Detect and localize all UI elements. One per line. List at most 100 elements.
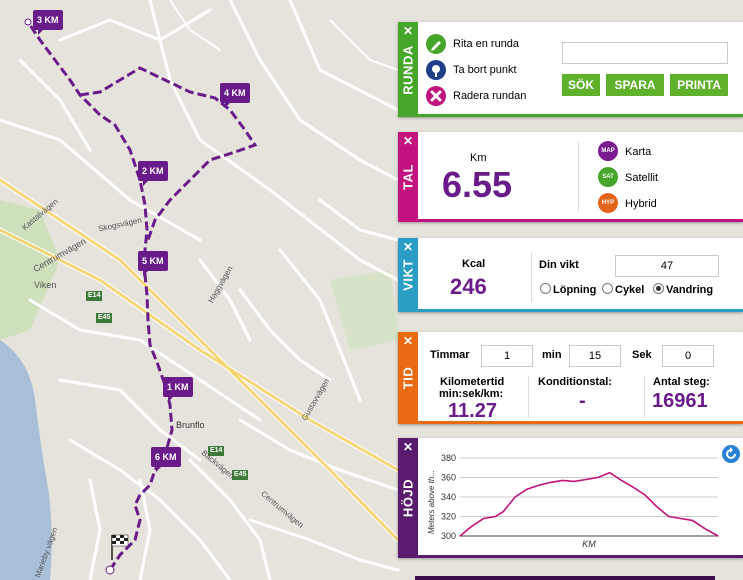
close-tal-button[interactable]: ✕ bbox=[402, 134, 414, 148]
elevation-point bbox=[526, 488, 528, 490]
y-axis-label: Meters above th... bbox=[427, 470, 436, 534]
close-runda-button[interactable]: ✕ bbox=[402, 24, 414, 38]
runda-tab-label: RUNDA bbox=[400, 44, 416, 95]
map-type-karta[interactable]: Karta bbox=[625, 146, 652, 158]
pace-label-unit: min:sek/km: bbox=[439, 388, 504, 400]
map-type-map-icon[interactable]: MAP bbox=[598, 141, 618, 161]
elevation-point bbox=[561, 479, 564, 482]
panel-runda: ✕ RUNDA Rita en runda Ta bort punkt Rade… bbox=[398, 22, 743, 117]
runda-tab: ✕ RUNDA bbox=[398, 22, 418, 117]
elevation-point bbox=[620, 479, 623, 482]
mode-cykel[interactable]: Cykel bbox=[602, 283, 644, 296]
panel-tal: ✕ TAL Km 6.55 MAP Karta SAT Satellit HYP… bbox=[398, 132, 743, 222]
km-marker-6[interactable]: 6 KM bbox=[151, 447, 181, 472]
remove-point-icon[interactable] bbox=[426, 60, 446, 80]
elevation-point bbox=[691, 519, 693, 521]
map-label: Brunflo bbox=[176, 420, 205, 430]
delete-round-link[interactable]: Radera rundan bbox=[453, 90, 527, 102]
mode-lopning[interactable]: Löpning bbox=[540, 283, 596, 296]
road-sign-e45: E45 bbox=[96, 313, 113, 323]
elevation-point bbox=[679, 517, 682, 520]
tid-tab: ✕ TID bbox=[398, 332, 418, 424]
fitness-label: Konditionstal: bbox=[538, 376, 612, 388]
y-tick-label: 300 bbox=[441, 531, 456, 541]
radio-cykel[interactable] bbox=[602, 283, 613, 294]
elevation-point bbox=[538, 484, 540, 486]
draw-round-link[interactable]: Rita en runda bbox=[453, 38, 520, 50]
hours-label: Timmar bbox=[430, 349, 470, 361]
map-type-hybrid[interactable]: Hybrid bbox=[625, 198, 657, 210]
panel-vikt: ✕ VIKT Kcal 246 Din vikt Löpning Cykel V… bbox=[398, 238, 743, 312]
minutes-label: min bbox=[542, 349, 562, 361]
km-marker-3[interactable]: 3 KM bbox=[33, 10, 63, 35]
pace-label: Kilometertid bbox=[440, 376, 505, 388]
search-button[interactable]: SÖK bbox=[562, 74, 600, 96]
road-sign-e14: E14 bbox=[208, 446, 225, 456]
pencil-icon[interactable] bbox=[426, 34, 446, 54]
weight-label: Din vikt bbox=[539, 259, 579, 271]
elevation-point bbox=[514, 496, 516, 498]
minutes-input[interactable] bbox=[569, 345, 621, 367]
tid-tab-label: TID bbox=[400, 366, 416, 390]
vikt-tab: ✕ VIKT bbox=[398, 238, 418, 312]
road-sign-e45: E45 bbox=[232, 470, 249, 480]
map-type-satellit[interactable]: Satellit bbox=[625, 172, 659, 184]
close-vikt-button[interactable]: ✕ bbox=[402, 240, 414, 254]
km-marker-1[interactable]: 1 KM bbox=[163, 377, 193, 402]
fitness-value: - bbox=[579, 390, 586, 412]
hours-input[interactable] bbox=[481, 345, 533, 367]
close-tid-button[interactable]: ✕ bbox=[402, 334, 414, 348]
map-type-sat-icon[interactable]: SAT bbox=[598, 167, 618, 187]
divider bbox=[578, 142, 579, 212]
elevation-point bbox=[656, 506, 658, 508]
y-tick-label: 360 bbox=[441, 473, 456, 483]
radio-lopning[interactable] bbox=[540, 283, 551, 294]
map-type-hyp-icon[interactable]: HYP bbox=[598, 193, 618, 213]
elevation-point bbox=[502, 511, 504, 513]
elevation-point bbox=[644, 494, 646, 496]
bottom-bar bbox=[415, 576, 715, 580]
seconds-label: Sek bbox=[632, 349, 652, 361]
elevation-point bbox=[459, 535, 461, 537]
weight-input[interactable] bbox=[615, 255, 719, 277]
km-marker-4[interactable]: 4 KM bbox=[220, 83, 250, 108]
hojd-tab: ✕ HÖJD bbox=[398, 438, 418, 558]
elevation-line bbox=[459, 471, 719, 537]
km-marker-2[interactable]: 2 KM bbox=[138, 161, 168, 186]
steps-value: 16961 bbox=[652, 390, 708, 412]
elevation-point bbox=[471, 525, 473, 527]
route-path bbox=[26, 21, 258, 571]
tal-tab-label: TAL bbox=[400, 164, 416, 190]
elevation-point bbox=[573, 480, 575, 482]
refresh-icon[interactable] bbox=[722, 445, 740, 463]
seconds-input[interactable] bbox=[662, 345, 714, 367]
km-marker-5[interactable]: 5 KM bbox=[138, 251, 168, 276]
elevation-point bbox=[668, 515, 670, 518]
radio-vandring[interactable] bbox=[653, 283, 664, 294]
elevation-chart: 300 320 340 360 380 Meters above th... KM bbox=[427, 453, 719, 549]
kcal-value: 246 bbox=[450, 274, 487, 299]
elevation-point bbox=[585, 478, 587, 481]
close-hojd-button[interactable]: ✕ bbox=[402, 440, 414, 454]
vikt-tab-label: VIKT bbox=[400, 259, 416, 291]
distance-value: 6.55 bbox=[442, 164, 513, 205]
elevation-point bbox=[549, 481, 552, 483]
hojd-tab-label: HÖJD bbox=[400, 478, 416, 518]
print-button[interactable]: PRINTA bbox=[670, 74, 728, 96]
distance-unit-label: Km bbox=[470, 152, 487, 164]
y-tick-label: 340 bbox=[441, 492, 456, 502]
mode-vandring[interactable]: Vandring bbox=[653, 283, 713, 296]
divider bbox=[531, 252, 532, 302]
elevation-point bbox=[597, 476, 599, 479]
lake bbox=[0, 340, 52, 580]
x-axis-label: KM bbox=[582, 539, 596, 549]
search-input[interactable] bbox=[562, 42, 728, 64]
panel-hojd: ✕ HÖJD 300 320 340 360 380 Meters above th...… bbox=[398, 438, 743, 558]
elevation-point bbox=[494, 515, 497, 518]
remove-point-link[interactable]: Ta bort punkt bbox=[453, 64, 517, 76]
save-button[interactable]: SPARA bbox=[606, 74, 664, 96]
road-sign-e14: E14 bbox=[86, 291, 103, 301]
kcal-label: Kcal bbox=[462, 258, 486, 270]
elevation-point bbox=[483, 517, 485, 520]
delete-icon[interactable] bbox=[426, 86, 446, 106]
